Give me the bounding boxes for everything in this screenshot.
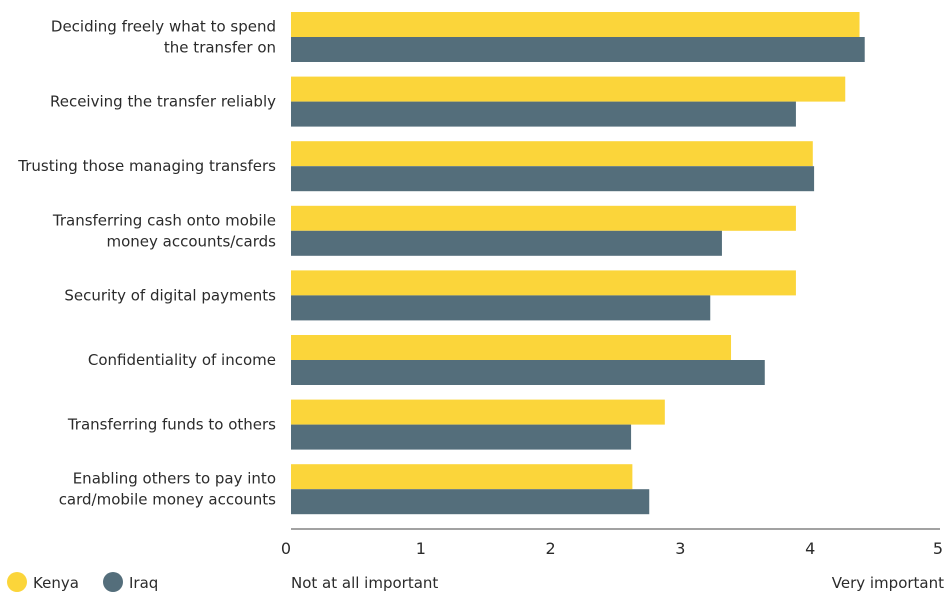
category-label-1: Receiving the transfer reliably bbox=[50, 93, 276, 111]
bar-iraq-1 bbox=[291, 101, 796, 127]
category-label-line: Enabling others to pay into bbox=[73, 470, 276, 488]
category-label-0: Deciding freely what to spend the transfe… bbox=[51, 18, 276, 57]
bar-iraq-7 bbox=[291, 489, 650, 515]
bar-kenya-2 bbox=[291, 141, 813, 167]
x-tick-label-5: 5 bbox=[933, 539, 943, 558]
bars-group bbox=[291, 12, 865, 515]
category-label-line: Receiving the transfer reliably bbox=[50, 93, 276, 111]
x-tick-label-1: 1 bbox=[416, 539, 426, 558]
legend-label-iraq: Iraq bbox=[129, 574, 158, 592]
legend-label-kenya: Kenya bbox=[33, 574, 79, 592]
bar-kenya-1 bbox=[291, 76, 846, 102]
x-tick-label-3: 3 bbox=[675, 539, 685, 558]
x-tick-labels: 0 1 2 3 4 5 bbox=[281, 539, 943, 558]
category-label-4: Security of digital payments bbox=[64, 286, 276, 304]
bar-kenya-4 bbox=[291, 270, 796, 296]
x-axis-max-label: Very important bbox=[832, 574, 944, 592]
x-tick-label-0: 0 bbox=[281, 539, 291, 558]
bar-iraq-5 bbox=[291, 360, 765, 385]
category-labels: Deciding freely what to spend the transfe… bbox=[17, 18, 276, 509]
category-label-line: Trusting those managing transfers bbox=[17, 157, 276, 175]
category-label-line: money accounts/cards bbox=[107, 232, 277, 250]
category-label-7: Enabling others to pay into card/mobile m… bbox=[59, 470, 276, 509]
bar-kenya-6 bbox=[291, 399, 665, 425]
category-label-line: Deciding freely what to spend bbox=[51, 18, 276, 36]
legend: Kenya Iraq bbox=[7, 572, 158, 592]
category-label-line: the transfer on bbox=[164, 39, 276, 57]
bar-kenya-5 bbox=[291, 335, 732, 360]
x-tick-label-2: 2 bbox=[546, 539, 556, 558]
x-tick-label-4: 4 bbox=[805, 539, 815, 558]
category-label-2: Trusting those managing transfers bbox=[17, 157, 276, 175]
category-label-6: Transferring funds to others bbox=[67, 416, 276, 434]
category-label-line: Transferring funds to others bbox=[67, 416, 276, 434]
bar-iraq-6 bbox=[291, 424, 632, 450]
x-axis-min-label: Not at all important bbox=[291, 574, 438, 592]
bar-kenya-0 bbox=[291, 12, 860, 37]
bar-iraq-4 bbox=[291, 295, 711, 321]
bar-kenya-3 bbox=[291, 205, 796, 231]
category-label-line: card/mobile money accounts bbox=[59, 491, 276, 509]
bar-iraq-3 bbox=[291, 230, 722, 256]
category-label-line: Transferring cash onto mobile bbox=[52, 211, 276, 229]
category-label-line: Confidentiality of income bbox=[88, 351, 276, 369]
category-label-5: Confidentiality of income bbox=[88, 351, 276, 369]
category-label-line: Security of digital payments bbox=[64, 286, 276, 304]
category-label-3: Transferring cash onto mobile money accou… bbox=[52, 211, 276, 250]
legend-swatch-iraq bbox=[103, 572, 123, 592]
bar-iraq-2 bbox=[291, 166, 815, 192]
legend-swatch-kenya bbox=[7, 572, 27, 592]
bar-iraq-0 bbox=[291, 37, 865, 62]
bar-kenya-7 bbox=[291, 464, 633, 490]
